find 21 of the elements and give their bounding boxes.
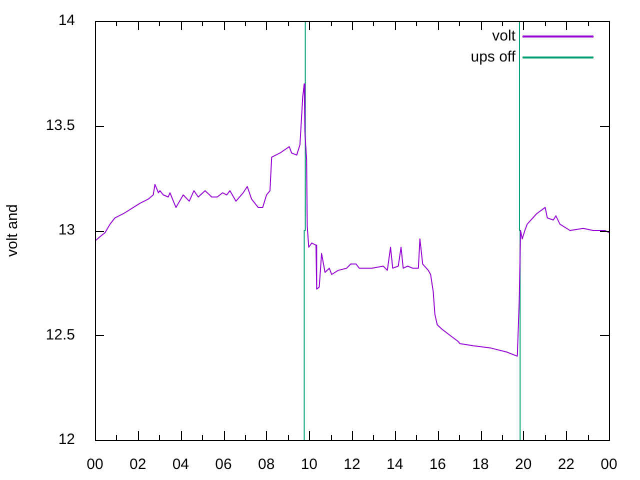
x-tick-label: 02 [129,456,146,474]
x-tick-label: 18 [472,456,489,474]
x-tick-label: 04 [172,456,190,474]
x-tick-label: 10 [300,456,318,474]
y-tick-label: 13.5 [46,116,75,134]
x-tick-label: 08 [258,456,275,474]
x-tick-label: 00 [86,456,104,474]
y-tick-label: 12 [58,431,75,448]
x-tick-label: 14 [386,456,404,474]
y-tick-label: 13 [58,222,75,239]
y-tick-label: 12.5 [46,326,75,344]
legend-label: volt [492,28,516,45]
x-tick-label: 16 [429,456,446,474]
y-tick-label: 14 [58,12,75,30]
x-tick-label: 22 [558,456,575,474]
x-tick-label: 06 [215,456,232,474]
legend-label: ups off [470,48,516,66]
x-tick-label: 00 [600,456,618,474]
x-tick-label: 20 [514,456,532,474]
x-tick-label: 12 [344,456,360,474]
y-axis-title: volt and [4,204,22,257]
